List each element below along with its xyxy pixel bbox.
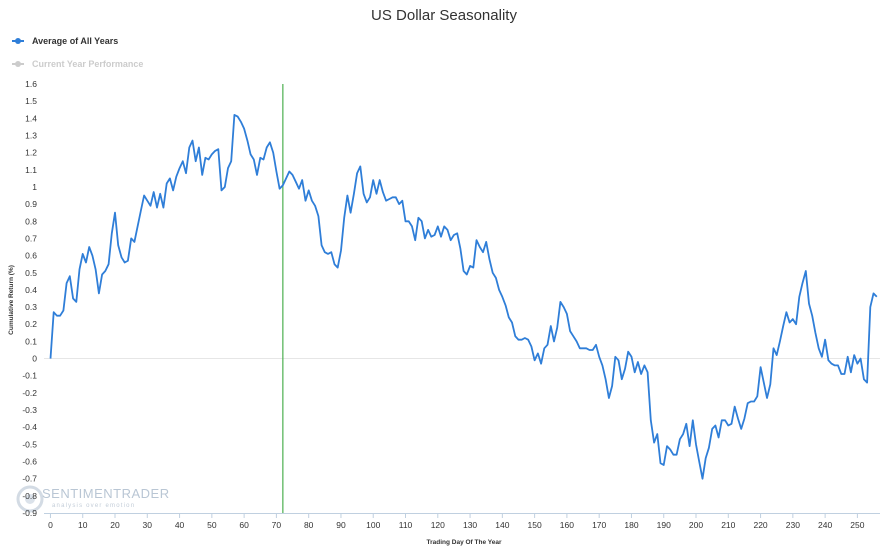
y-tick-label: -0.5 — [22, 439, 37, 449]
x-tick-label: 30 — [143, 520, 153, 530]
x-axis-label: Trading Day Of The Year — [426, 539, 501, 546]
x-tick-label: 130 — [463, 520, 477, 530]
y-tick-label: 0.5 — [25, 268, 37, 278]
y-axis-label: Cumulative Return (%) — [8, 265, 15, 335]
legend: Average of All Years Current Year Perfor… — [12, 36, 143, 69]
x-tick-label: 20 — [110, 520, 120, 530]
x-tick-label: 140 — [495, 520, 509, 530]
y-tick-label: -0.6 — [22, 457, 37, 467]
y-tick-label: -0.9 — [22, 508, 37, 518]
chart-title: US Dollar Seasonality — [371, 7, 517, 24]
legend-item-average[interactable]: Average of All Years — [12, 36, 118, 46]
y-tick-label: 1.4 — [25, 113, 37, 123]
watermark: SENTIMENTRADER analysis over emotion — [16, 485, 170, 513]
y-tick-label: -0.8 — [22, 491, 37, 501]
x-tick-label: 190 — [657, 520, 671, 530]
x-tick-label: 110 — [399, 520, 413, 530]
y-tick-label: -0.7 — [22, 474, 37, 484]
x-tick-label: 60 — [239, 520, 249, 530]
x-tick-label: 90 — [336, 520, 346, 530]
watermark-brand: SENTIMENTRADER — [42, 486, 170, 501]
x-tick-label: 70 — [272, 520, 282, 530]
x-tick-label: 40 — [175, 520, 185, 530]
x-tick-label: 150 — [528, 520, 542, 530]
y-tick-label: 0.4 — [25, 285, 37, 295]
x-tick-label: 250 — [850, 520, 864, 530]
series-line-0 — [49, 114, 878, 480]
y-tick-label: 0.7 — [25, 233, 37, 243]
x-tick-label: 0 — [48, 520, 53, 530]
x-tick-label: 220 — [753, 520, 767, 530]
x-tick-label: 100 — [366, 520, 380, 530]
x-tick-label: 160 — [560, 520, 574, 530]
y-tick-label: 1 — [32, 182, 37, 192]
legend-current-label: Current Year Performance — [32, 59, 143, 69]
y-tick-label: 0.9 — [25, 199, 37, 209]
x-tick-label: 230 — [786, 520, 800, 530]
legend-current-marker-icon — [15, 61, 21, 67]
y-tick-label: 0.8 — [25, 216, 37, 226]
y-tick-label: 1.5 — [25, 96, 37, 106]
y-tick-label: 0.2 — [25, 319, 37, 329]
x-tick-label: 180 — [624, 520, 638, 530]
y-tick-label: 0.3 — [25, 302, 37, 312]
x-tick-label: 120 — [431, 520, 445, 530]
y-tick-label: 1.6 — [25, 79, 37, 89]
x-tick-label: 210 — [721, 520, 735, 530]
y-tick-label: 0.6 — [25, 251, 37, 261]
x-tick-label: 50 — [207, 520, 217, 530]
y-tick-label: 1.1 — [25, 165, 37, 175]
watermark-tagline: analysis over emotion — [52, 503, 135, 509]
y-tick-label: 0 — [32, 354, 37, 364]
x-tick-label: 200 — [689, 520, 703, 530]
y-tick-label: -0.3 — [22, 405, 37, 415]
x-tick-label: 170 — [592, 520, 606, 530]
legend-item-current-year[interactable]: Current Year Performance — [12, 59, 143, 69]
y-tick-label: -0.4 — [22, 422, 37, 432]
plot-area: 1.6 1.5 1.4 1.3 1.2 1.1 1 0.9 0.8 0.7 0.6 0.5 0.4 0.3… — [22, 79, 880, 530]
y-tick-label: -0.2 — [22, 388, 37, 398]
y-tick-label: 1.3 — [25, 130, 37, 140]
y-tick-label: 1.2 — [25, 148, 37, 158]
y-tick-label: -0.1 — [22, 371, 37, 381]
x-tick-label: 80 — [304, 520, 314, 530]
watermark-logo-inner-icon — [25, 494, 35, 504]
x-tick-label: 10 — [78, 520, 88, 530]
x-tick-label: 240 — [818, 520, 832, 530]
legend-average-label: Average of All Years — [32, 36, 118, 46]
legend-average-marker-icon — [15, 38, 21, 44]
watermark-logo-icon — [16, 485, 44, 513]
y-tick-label: 0.1 — [25, 336, 37, 346]
